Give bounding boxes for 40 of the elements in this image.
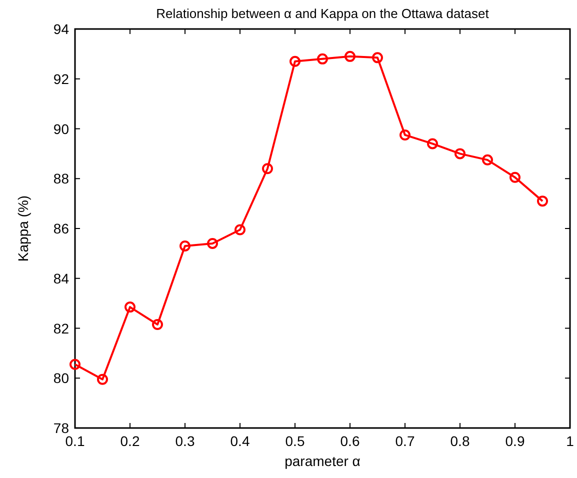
- point: [400, 129, 410, 140]
- y-axis-title: Kappa (%): [15, 195, 31, 262]
- chart-title: Relationship between α and Kappa on the Ottawa dataset: [156, 6, 490, 21]
- point: [207, 238, 218, 249]
- point: [454, 148, 466, 160]
- point: [234, 224, 246, 236]
- x-tick-label: 0.4: [230, 433, 250, 449]
- y-tick-label: 92: [53, 70, 70, 87]
- point: [290, 56, 300, 67]
- x-tick-label: 0.7: [395, 433, 415, 449]
- point: [344, 50, 356, 62]
- point: [537, 196, 548, 207]
- x-tick-label: 1: [566, 433, 574, 449]
- point: [372, 52, 383, 64]
- x-tick-label: 0.1: [65, 433, 85, 449]
- point: [70, 358, 80, 370]
- point: [124, 302, 136, 313]
- x-tick-label: 0.5: [285, 433, 305, 449]
- x-tick-label: 0.2: [120, 433, 140, 449]
- point: [152, 319, 163, 330]
- x-tick-label: 0.9: [505, 433, 525, 449]
- y-tick-label: 80: [53, 370, 70, 386]
- y-tick-label: 88: [53, 170, 70, 187]
- x-tick-label: 0.3: [175, 433, 195, 449]
- y-tick-label: 84: [53, 270, 70, 286]
- y-tick-label: 86: [53, 220, 70, 236]
- y-tick-label: 94: [53, 21, 70, 37]
- point: [427, 138, 438, 150]
- point: [510, 172, 520, 183]
- x-tick-label: 0.8: [450, 433, 470, 449]
- point: [317, 53, 328, 64]
- point: [97, 374, 108, 385]
- y-tick-label: 82: [53, 320, 70, 336]
- point: [180, 240, 190, 252]
- x-tick-label: 0.6: [340, 433, 360, 449]
- point: [262, 163, 273, 174]
- point: [482, 154, 493, 166]
- y-tick-label: 78: [53, 420, 70, 436]
- y-tick-label: 90: [53, 120, 70, 137]
- x-axis-title: parameter α: [284, 453, 360, 469]
